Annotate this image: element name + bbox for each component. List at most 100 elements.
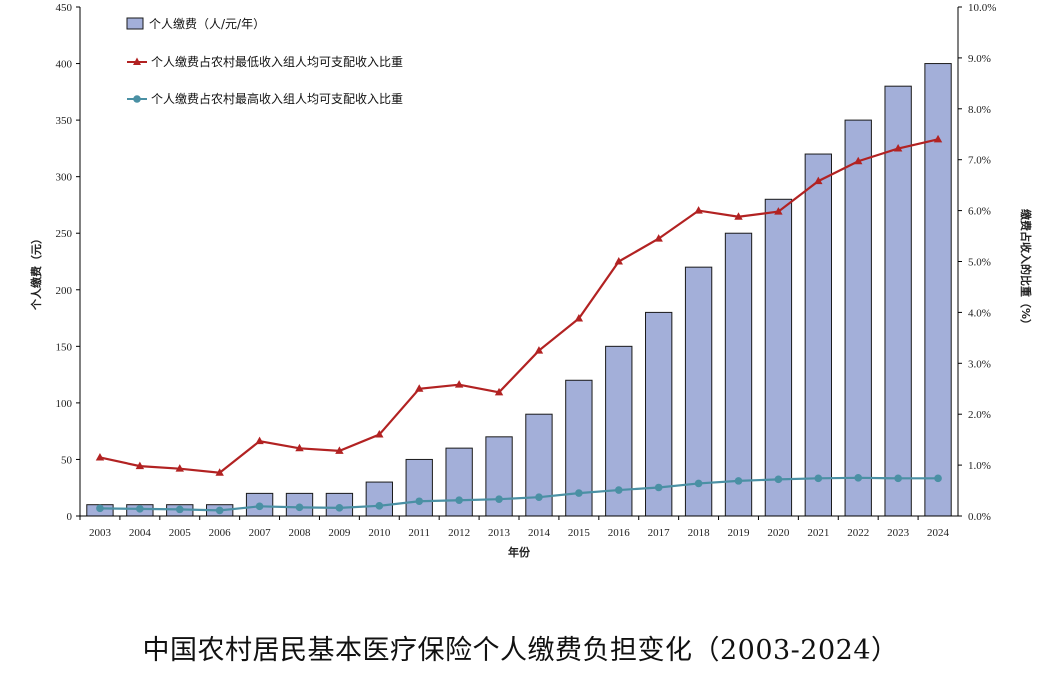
series-line-highest-income [99, 476, 939, 512]
point-lowest-income [854, 156, 863, 165]
legend-label-line: 个人缴费占农村最高收入组人均可支配收入比重 [151, 91, 403, 106]
lines-layer [95, 134, 943, 515]
chart-caption: 中国农村居民基本医疗保险个人缴费负担变化（2003-2024） [142, 635, 899, 666]
x-tick-label: 2016 [608, 527, 631, 539]
y-tick-label-left: 250 [56, 228, 73, 240]
y-tick-label-left: 200 [56, 285, 73, 297]
y-tick-label-right: 0.0% [968, 511, 991, 523]
point-highest-income [175, 505, 184, 514]
bar [445, 447, 473, 517]
y-tick-label-left: 300 [56, 172, 73, 184]
x-tick-label: 2017 [648, 527, 671, 539]
y-tick-label-right: 6.0% [968, 206, 991, 218]
point-highest-income [96, 504, 104, 513]
bar [924, 63, 952, 517]
legend-swatch-bar [126, 17, 144, 30]
point-lowest-income [654, 234, 663, 242]
y-tick-label-left: 0 [67, 511, 73, 523]
point-highest-income [614, 486, 623, 494]
point-lowest-income [454, 380, 464, 388]
point-lowest-income [335, 446, 344, 454]
point-highest-income [934, 474, 942, 483]
point-highest-income [654, 483, 663, 492]
y-tick-label-right: 3.0% [968, 358, 991, 370]
x-tick-label: 2020 [767, 527, 790, 539]
x-tick-label: 2004 [129, 527, 152, 539]
point-lowest-income [255, 436, 264, 445]
point-highest-income [575, 489, 583, 497]
x-tick-label: 2010 [368, 527, 391, 539]
point-highest-income [415, 497, 424, 506]
y-tick-label-left: 400 [56, 59, 73, 71]
point-highest-income [774, 475, 783, 484]
y-tick-label-right: 4.0% [968, 307, 991, 319]
y-tick-label-right: 2.0% [968, 409, 991, 421]
y-tick-label-right: 8.0% [968, 104, 991, 116]
point-highest-income [215, 506, 224, 515]
point-lowest-income [135, 461, 145, 470]
bar [884, 85, 912, 517]
y-tick-label-left: 50 [61, 454, 73, 466]
x-tick-label: 2014 [528, 527, 551, 539]
point-lowest-income [614, 257, 623, 265]
x-tick-label: 2019 [728, 527, 751, 539]
point-highest-income [814, 474, 823, 483]
bar [485, 436, 513, 517]
y-tick-label-left: 350 [56, 115, 73, 127]
x-tick-label: 2015 [568, 527, 591, 539]
point-highest-income [455, 496, 463, 505]
y-tick-label-right: 7.0% [968, 155, 991, 167]
point-lowest-income [814, 176, 823, 185]
x-tick-label: 2003 [89, 527, 112, 539]
point-lowest-income [694, 206, 703, 214]
point-lowest-income [734, 212, 743, 220]
bar [645, 311, 673, 517]
point-lowest-income [295, 443, 304, 452]
point-highest-income [136, 505, 144, 513]
point-highest-income [854, 474, 863, 482]
x-tick-label: 2011 [408, 527, 430, 539]
y-tick-label-right: 1.0% [968, 460, 991, 472]
point-highest-income [535, 493, 543, 501]
x-tick-label: 2007 [249, 527, 272, 539]
point-lowest-income [175, 464, 184, 472]
y-tick-label-left: 150 [56, 341, 73, 353]
chart: 0 50 100 150 200 250 300 350 400 450 0.0% 1.0% 2.0% 3… [29, 2, 1033, 559]
x-tick-label: 2005 [169, 527, 192, 539]
y-axis-title-left: 个人缴费（元） [29, 233, 43, 311]
y-tick-label-right: 5.0% [968, 257, 991, 269]
point-lowest-income [95, 452, 105, 461]
bar [764, 198, 793, 517]
bar [365, 481, 393, 517]
y-tick-label-left: 450 [56, 2, 73, 14]
bar [684, 266, 713, 517]
point-lowest-income [215, 468, 224, 476]
x-tick-label: 2024 [927, 527, 950, 539]
point-highest-income [495, 495, 503, 504]
point-lowest-income [933, 134, 943, 143]
point-lowest-income [415, 384, 424, 392]
y-axis-title-right: 缴费占收入的比重（%） [1019, 209, 1033, 330]
legend-marker [133, 95, 141, 103]
point-highest-income [894, 474, 902, 483]
y-tick-label-left: 100 [56, 398, 73, 410]
legend-label-line: 个人缴费占农村最低收入组人均可支配收入比重 [151, 54, 403, 69]
legend: 个人缴费（人/元/年） 个人缴费占农村最低收入组人均可支配收入比重个人缴费占农村最… [126, 16, 403, 106]
point-lowest-income [774, 207, 783, 215]
x-tick-label: 2021 [807, 527, 829, 539]
point-highest-income [694, 479, 703, 488]
point-lowest-income [893, 144, 903, 152]
x-tick-label: 2012 [448, 527, 470, 539]
series-line-lowest-income [99, 138, 939, 474]
x-tick-label: 2022 [847, 527, 869, 539]
bars-layer [86, 63, 952, 517]
legend-marker [133, 57, 141, 65]
y-tick-label-right: 9.0% [968, 53, 991, 65]
legend-label-bar: 个人缴费（人/元/年） [149, 16, 265, 31]
x-tick-label: 2013 [488, 527, 511, 539]
axes-layer: 0 50 100 150 200 250 300 350 400 450 0.0% 1.0% 2.0% 3… [29, 2, 1033, 559]
point-highest-income [375, 502, 384, 510]
x-tick-label: 2009 [328, 527, 351, 539]
x-tick-label: 2023 [887, 527, 910, 539]
x-axis-title: 年份 [508, 545, 531, 559]
